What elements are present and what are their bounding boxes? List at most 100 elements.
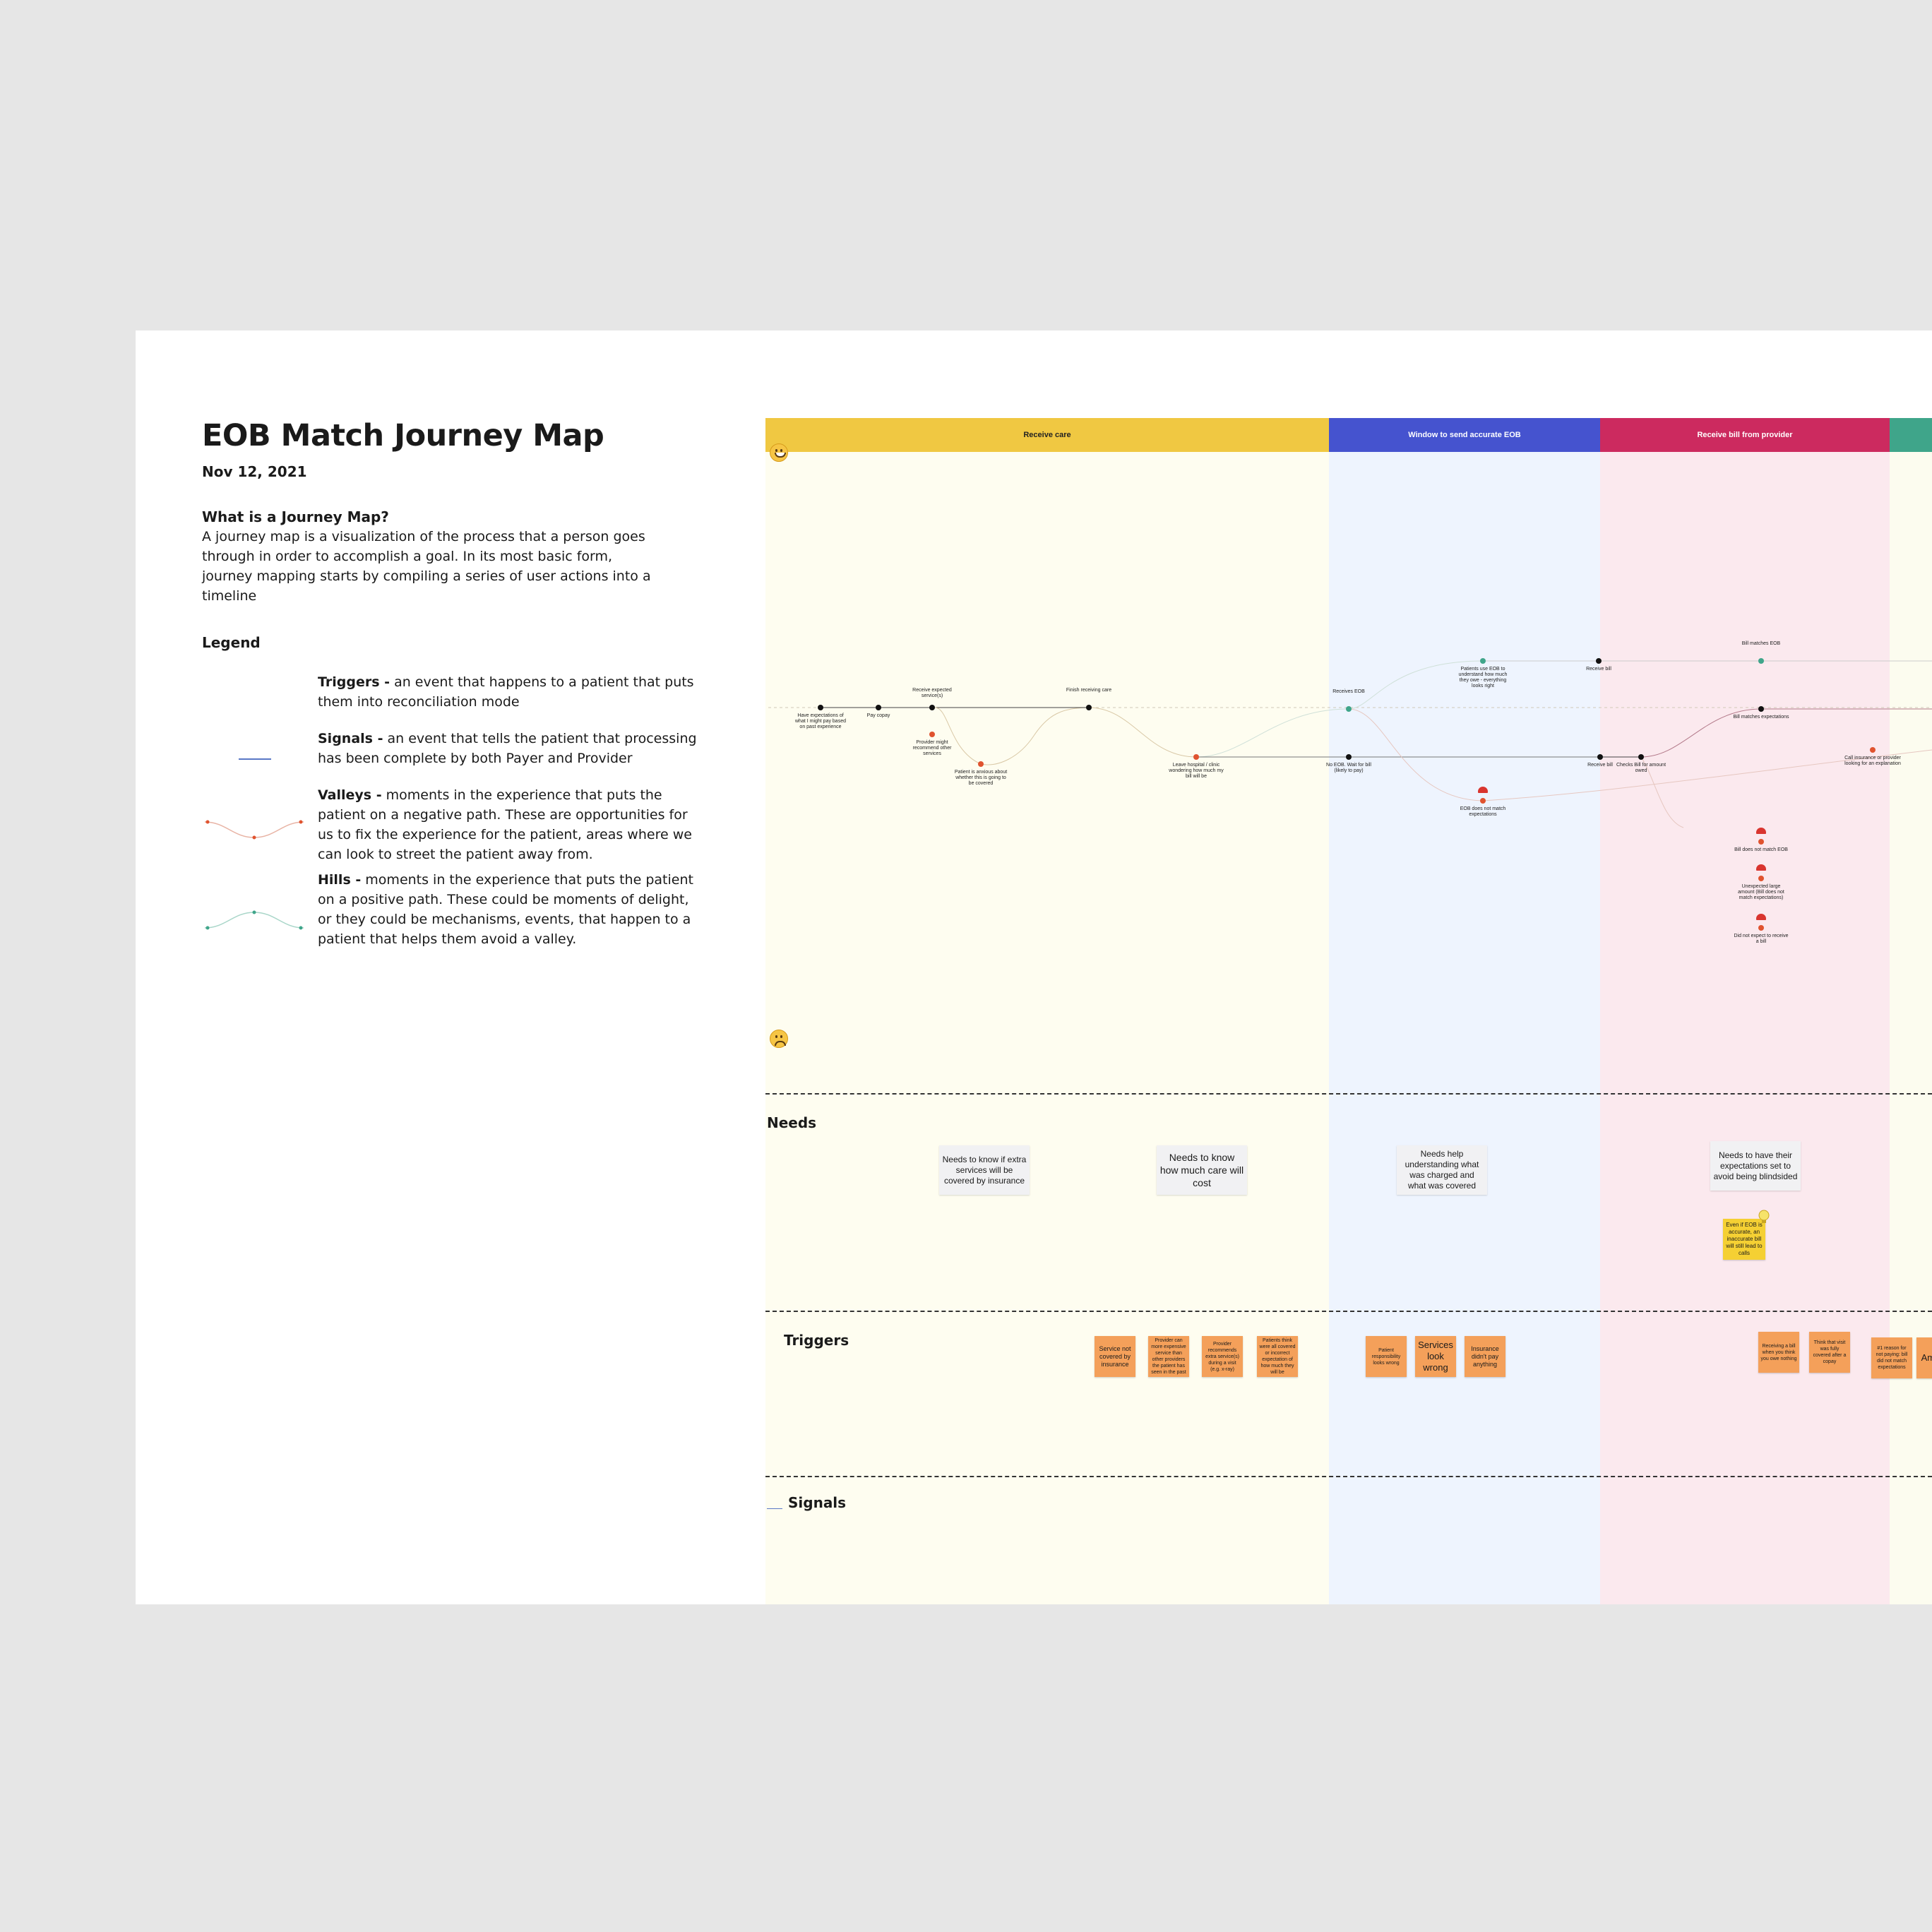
signals-divider [765, 1476, 1932, 1477]
journey-map-board: EOB Match Journey Map Nov 12, 2021 What … [136, 330, 1932, 1604]
journey-columns: Receive care Window to send accurate EOB… [765, 418, 1932, 1604]
alarm-icon [1756, 914, 1766, 920]
legend-term: Valleys - [318, 787, 382, 803]
sad-face-icon [770, 1030, 788, 1048]
need-note[interactable]: Needs help understanding what was charge… [1397, 1145, 1487, 1195]
journey-node[interactable] [1758, 658, 1764, 664]
journey-node-label: Pay copay [866, 713, 890, 718]
signal-line-icon [767, 1508, 782, 1509]
journey-node[interactable] [1346, 706, 1352, 712]
journey-node[interactable] [1758, 839, 1764, 845]
trigger-note[interactable]: Provider can more expensive service than… [1148, 1336, 1189, 1377]
journey-node-label: Did not expect to receive a bill [1734, 934, 1789, 944]
trigger-note[interactable]: Services look wrong [1415, 1336, 1456, 1377]
journey-nodes: Have expectations of what I might pay ba… [765, 418, 1932, 1054]
legend-term: Hills - [318, 872, 362, 888]
legend-desc: moments in the experience that puts the … [318, 872, 693, 947]
journey-node-label: Patients use EOB to understand how much … [1458, 667, 1508, 688]
journey-node[interactable] [1596, 658, 1602, 664]
journey-node[interactable] [1870, 747, 1876, 753]
legend-term: Triggers - [318, 674, 390, 690]
happy-face-icon [770, 443, 788, 462]
legend-desc: moments in the experience that puts the … [318, 787, 692, 862]
legend-signals: Signals - an event that tells the patien… [318, 729, 699, 768]
alarm-icon [1756, 864, 1766, 871]
journey-node-label: Bill matches expectations [1733, 715, 1789, 720]
phase-header[interactable]: Receive care [765, 418, 1329, 452]
legend-heading: Legend [202, 634, 261, 651]
journey-node[interactable] [1480, 658, 1486, 664]
journey-node[interactable] [1758, 706, 1764, 712]
journey-node-label: Bill does not match EOB [1734, 847, 1788, 852]
lightbulb-icon [1758, 1210, 1770, 1223]
journey-node-label: Leave hospital / clinic wondering how mu… [1169, 763, 1224, 779]
trigger-note[interactable]: Think that visit was fully covered after… [1809, 1332, 1850, 1373]
journey-node-label: EOB does not match expectations [1460, 806, 1506, 817]
journey-node-label: Receive bill [1587, 763, 1613, 768]
journey-node-label: No EOB. Wait for bill (likely to pay) [1326, 763, 1371, 773]
journey-node-label: Patient is anxious about whether this is… [954, 770, 1008, 786]
need-note[interactable]: Needs to know how much care will cost [1157, 1145, 1247, 1195]
journey-node-label: Bill matches EOB [1741, 641, 1781, 646]
trigger-note[interactable]: Insurance didn't pay anything [1465, 1336, 1505, 1377]
journey-node-label: Have expectations of what I might pay ba… [795, 713, 846, 729]
journey-node[interactable] [1758, 876, 1764, 881]
signals-heading: Signals [788, 1494, 847, 1511]
phase-receive-bill: Receive bill from provider [1600, 418, 1890, 1604]
alarm-icon [1478, 787, 1488, 793]
journey-node[interactable] [929, 705, 935, 710]
legend-triggers: Triggers - an event that happens to a pa… [318, 672, 699, 712]
valley-curve-icon [205, 820, 304, 840]
journey-node[interactable] [1758, 925, 1764, 931]
journey-node[interactable] [1193, 754, 1199, 760]
intro-body: A journey map is a visualization of the … [202, 529, 651, 604]
legend-desc: an event that happens to a patient that … [318, 674, 694, 710]
phase-next [1890, 418, 1932, 1604]
journey-node[interactable] [978, 761, 984, 767]
page-title: EOB Match Journey Map [202, 418, 604, 453]
journey-node-label: Receives EOB [1332, 689, 1365, 694]
journey-node[interactable] [1346, 754, 1352, 760]
hill-curve-icon [205, 910, 304, 930]
legend-term: Signals - [318, 731, 383, 746]
journey-node[interactable] [876, 705, 881, 710]
idea-note[interactable]: Even if EOB is accurate, an inaccurate b… [1723, 1219, 1765, 1260]
legend-desc: an event that tells the patient that pro… [318, 731, 697, 766]
needs-heading: Needs [767, 1114, 817, 1131]
phase-header[interactable] [1890, 418, 1932, 452]
need-note[interactable]: Needs to know if extra services will be … [939, 1145, 1030, 1195]
trigger-note[interactable]: Patients think were all covered or incor… [1257, 1336, 1298, 1377]
journey-node-label: Provider might recommend other services [912, 740, 952, 756]
journey-node-label: Receive bill [1586, 667, 1611, 672]
legend-valleys: Valleys - moments in the experience that… [318, 785, 699, 864]
journey-node-label: Checks Bill for amount owed [1616, 763, 1666, 773]
phase-header[interactable]: Receive bill from provider [1600, 418, 1890, 452]
need-note[interactable]: Needs to have their expectations set to … [1710, 1141, 1801, 1191]
journey-node[interactable] [818, 705, 823, 710]
trigger-note[interactable]: Patient responsibility looks wrong [1366, 1336, 1407, 1377]
journey-node[interactable] [1086, 705, 1092, 710]
signal-line-icon [239, 758, 271, 760]
trigger-note[interactable]: Receiving a bill when you think you owe … [1758, 1332, 1799, 1373]
journey-node-label: Receive expected service(s) [912, 688, 952, 698]
journey-node-label: Unexpected large amount (Bill does not m… [1738, 884, 1784, 900]
phase-window-eob: Window to send accurate EOB [1329, 418, 1600, 1604]
journey-node[interactable] [1638, 754, 1644, 760]
trigger-note[interactable]: #1 reason for not paying: bill did not m… [1871, 1337, 1912, 1378]
journey-node-label: Call insurance or provider looking for a… [1844, 756, 1901, 766]
trigger-note[interactable]: Amount [1916, 1337, 1932, 1378]
needs-divider [765, 1093, 1932, 1095]
triggers-divider [765, 1311, 1932, 1312]
journey-curves [765, 660, 1932, 828]
phase-receive-care: Receive care [765, 418, 1329, 1604]
phase-header[interactable]: Window to send accurate EOB [1329, 418, 1600, 452]
journey-node[interactable] [1597, 754, 1603, 760]
intro-heading: What is a Journey Map? [202, 508, 389, 525]
journey-node-label: Finish receiving care [1066, 688, 1112, 693]
trigger-note[interactable]: Service not covered by insurance [1095, 1336, 1135, 1377]
page-date: Nov 12, 2021 [202, 463, 307, 480]
triggers-heading: Triggers [784, 1332, 849, 1349]
journey-node[interactable] [929, 732, 935, 737]
journey-node[interactable] [1480, 798, 1486, 804]
trigger-note[interactable]: Provider recommends extra service(s) dur… [1202, 1336, 1243, 1377]
